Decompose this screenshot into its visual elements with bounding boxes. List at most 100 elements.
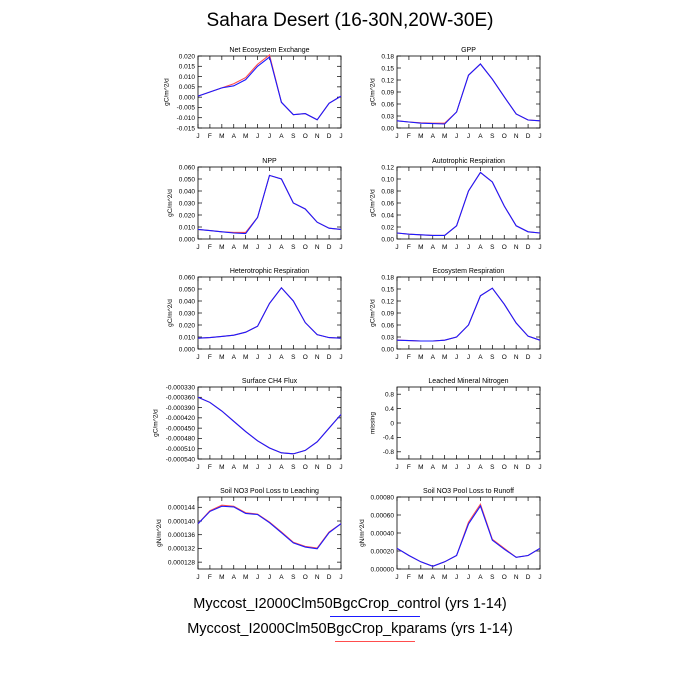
- panel-2: GPP 0.18 0.15 0.12 0.09 0.06 0.03 0.00 gC/m^2/d J…: [370, 47, 542, 140]
- y-tick-label: 0.00020: [371, 548, 395, 555]
- y-tick-label: 0.04: [381, 212, 394, 219]
- x-tick-label: S: [291, 464, 296, 471]
- x-tick-label: J: [196, 244, 199, 251]
- x-tick-label: M: [442, 133, 447, 140]
- series-line-kparams: [396, 171, 541, 236]
- x-tick-label: O: [502, 574, 507, 581]
- y-tick-label: 0.040: [179, 188, 196, 195]
- x-tick-label: N: [514, 354, 519, 361]
- y-tick-label: 0.000128: [168, 559, 195, 566]
- x-tick-label: F: [407, 464, 411, 471]
- y-tick-label: 0.00060: [371, 512, 395, 519]
- x-tick-label: J: [196, 574, 199, 581]
- x-tick-label: M: [442, 464, 447, 471]
- x-tick-label: O: [303, 464, 308, 471]
- y-tick-label: 0.06: [381, 200, 394, 207]
- x-tick-label: S: [490, 244, 495, 251]
- y-tick-label: 0.00040: [371, 530, 395, 537]
- panel-7: Surface CH4 Flux -0.000330 -0.000360 -0.000…: [153, 378, 343, 471]
- x-tick-label: A: [232, 244, 237, 251]
- x-tick-label: J: [455, 574, 458, 581]
- y-tick-label: 0.09: [381, 310, 394, 317]
- x-tick-label: J: [256, 354, 259, 361]
- x-tick-label: J: [268, 133, 271, 140]
- legend-label-control: Myccost_I2000Clm50BgcCrop_control (yrs 1…: [193, 596, 507, 612]
- x-tick-label: M: [243, 244, 248, 251]
- x-tick-label: J: [395, 464, 398, 471]
- y-tick-label: 0.12: [381, 77, 394, 84]
- x-tick-label: J: [467, 464, 470, 471]
- x-tick-label: F: [407, 354, 411, 361]
- panel-title: NPP: [262, 158, 277, 165]
- y-axis-label: gC/m^2/d: [163, 78, 170, 106]
- x-tick-label: D: [526, 354, 531, 361]
- x-tick-label: D: [526, 244, 531, 251]
- y-tick-label: 0.000140: [168, 518, 195, 525]
- series-line-kparams: [396, 63, 541, 124]
- y-tick-label: 0.010: [179, 224, 196, 231]
- x-tick-label: J: [455, 244, 458, 251]
- x-tick-label: A: [279, 574, 284, 581]
- y-tick-label: 0.030: [179, 310, 196, 317]
- x-tick-label: J: [256, 244, 259, 251]
- x-tick-label: J: [467, 244, 470, 251]
- x-tick-label: N: [315, 574, 320, 581]
- x-tick-label: A: [431, 244, 436, 251]
- panel-title: GPP: [461, 47, 476, 54]
- x-tick-label: J: [339, 133, 342, 140]
- x-tick-label: S: [490, 574, 495, 581]
- y-tick-label: -0.010: [177, 115, 196, 122]
- series-line-control: [197, 174, 342, 235]
- x-tick-label: J: [467, 574, 470, 581]
- panel-6: Ecosystem Respiration 0.18 0.15 0.12 0.09 0.0…: [370, 268, 542, 361]
- y-tick-label: 0.000132: [168, 546, 195, 553]
- y-tick-label: 0.12: [381, 164, 394, 171]
- y-tick-label: 0.00: [381, 236, 394, 243]
- x-tick-label: O: [303, 133, 308, 140]
- x-tick-label: J: [538, 574, 541, 581]
- panel-9: Soil NO3 Pool Loss to Leaching 0.000144 0.…: [156, 488, 342, 581]
- x-tick-label: M: [243, 464, 248, 471]
- x-tick-label: M: [219, 244, 224, 251]
- x-tick-label: J: [467, 354, 470, 361]
- x-tick-label: S: [490, 464, 495, 471]
- x-tick-label: S: [291, 244, 296, 251]
- y-tick-label: 0.12: [381, 298, 394, 305]
- series-line-control: [396, 287, 541, 342]
- x-tick-label: J: [339, 574, 342, 581]
- panel-4: Autotrophic Respiration 0.12 0.10 0.08 0.06 0…: [370, 158, 542, 251]
- x-tick-label: O: [303, 574, 308, 581]
- y-tick-label: 0.18: [381, 274, 394, 281]
- y-axis-label: gC/m^2/d: [153, 409, 160, 437]
- y-tick-label: 0.8: [385, 392, 394, 399]
- x-tick-label: S: [291, 574, 296, 581]
- x-tick-label: J: [256, 574, 259, 581]
- legend-entry-kparams: Myccost_I2000Clm50BgcCrop_kparams (yrs 1…: [0, 621, 700, 637]
- x-tick-label: J: [339, 354, 342, 361]
- x-tick-label: D: [327, 464, 332, 471]
- y-tick-label: 0.000: [179, 236, 196, 243]
- series-line-kparams: [197, 286, 342, 339]
- x-tick-label: J: [196, 464, 199, 471]
- y-tick-label: -0.4: [383, 435, 395, 442]
- x-tick-label: N: [315, 464, 320, 471]
- x-tick-label: J: [339, 464, 342, 471]
- x-tick-label: F: [407, 574, 411, 581]
- series-line-control: [197, 56, 342, 121]
- x-tick-label: A: [279, 354, 284, 361]
- y-tick-label: 0.00080: [371, 494, 395, 501]
- x-tick-label: M: [418, 244, 423, 251]
- x-tick-label: D: [327, 354, 332, 361]
- y-tick-label: 0.000: [179, 346, 196, 353]
- x-tick-label: J: [455, 354, 458, 361]
- x-tick-label: M: [219, 133, 224, 140]
- series-line-kparams: [197, 54, 342, 121]
- x-tick-label: O: [502, 464, 507, 471]
- series-line-kparams: [197, 504, 342, 549]
- y-axis-label: gN/m^2/d: [359, 519, 366, 547]
- x-tick-label: J: [339, 244, 342, 251]
- x-tick-label: A: [478, 464, 483, 471]
- x-tick-label: M: [418, 354, 423, 361]
- y-axis-label: missing: [370, 412, 377, 434]
- x-tick-label: M: [219, 464, 224, 471]
